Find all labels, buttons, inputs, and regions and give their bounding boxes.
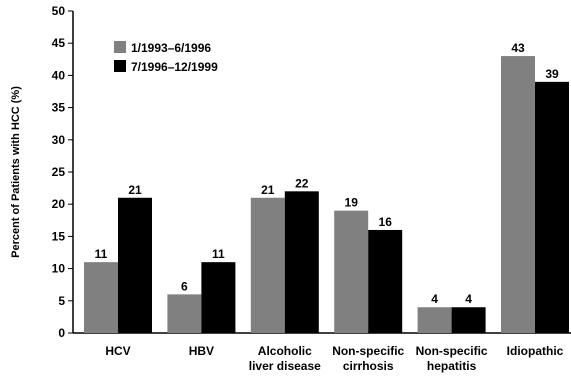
y-axis-title-group: Percent of Patients with HCC (%) bbox=[10, 86, 22, 258]
data-label: 4 bbox=[465, 292, 472, 306]
data-label: 11 bbox=[212, 247, 225, 261]
bar-series2 bbox=[284, 191, 319, 333]
data-label: 11 bbox=[95, 247, 108, 261]
data-label: 43 bbox=[511, 41, 525, 55]
category-label: Alcoholic liver disease bbox=[249, 344, 321, 373]
y-tick-label: 50 bbox=[52, 4, 66, 18]
y-tick-label: 5 bbox=[58, 294, 65, 308]
data-label: 6 bbox=[181, 279, 188, 293]
category-label: Idiopathic bbox=[507, 344, 564, 358]
bar-series1 bbox=[417, 307, 452, 333]
bar-series2 bbox=[201, 262, 236, 333]
y-tick-label: 0 bbox=[58, 326, 65, 340]
y-tick-label: 25 bbox=[52, 165, 66, 179]
data-label: 22 bbox=[295, 176, 309, 190]
category-label: Non-specific hepatitis bbox=[416, 344, 488, 373]
legend-label: 1/1993–6/1996 bbox=[131, 41, 211, 55]
data-label: 21 bbox=[128, 183, 142, 197]
y-tick-label: 40 bbox=[52, 68, 66, 82]
y-tick-label: 35 bbox=[52, 101, 66, 115]
bar-series1 bbox=[250, 197, 285, 333]
bar-series1 bbox=[501, 56, 535, 334]
data-label: 4 bbox=[431, 292, 438, 306]
data-label: 21 bbox=[261, 183, 275, 197]
bar-series2 bbox=[535, 81, 569, 333]
legend-swatch bbox=[114, 41, 126, 53]
category-label: Non-specific cirrhosis bbox=[332, 344, 404, 373]
y-ticks: 0 5 10 15 20 25 30 35 40 45 50 bbox=[52, 4, 73, 340]
bars bbox=[84, 56, 569, 334]
bar-series2 bbox=[118, 197, 152, 333]
y-tick-label: 30 bbox=[52, 133, 66, 147]
legend: 1/1993–6/1996 7/1996–12/1999 bbox=[114, 41, 218, 74]
data-label: 39 bbox=[545, 67, 559, 81]
category-labels: HCV HBV Alcoholic liver disease Non-specific… bbox=[105, 344, 563, 373]
y-tick-label: 20 bbox=[52, 197, 66, 211]
legend-label: 7/1996–12/1999 bbox=[131, 60, 218, 74]
y-tick-label: 15 bbox=[52, 229, 66, 243]
y-tick-label: 45 bbox=[52, 36, 66, 50]
data-labels: 11 21 6 11 21 22 19 16 4 4 43 39 bbox=[95, 41, 559, 306]
category-label: HBV bbox=[189, 344, 214, 358]
y-tick-label: 10 bbox=[52, 262, 66, 276]
data-label: 16 bbox=[379, 215, 393, 229]
bar-series1 bbox=[84, 262, 118, 333]
bar-series2 bbox=[368, 229, 403, 333]
bar-series1 bbox=[167, 294, 202, 333]
category-label: HCV bbox=[105, 344, 130, 358]
legend-swatch bbox=[114, 60, 126, 72]
data-label: 19 bbox=[345, 196, 359, 210]
bar-series1 bbox=[334, 210, 369, 333]
y-axis-title: Percent of Patients with HCC (%) bbox=[10, 86, 22, 258]
bar-series2 bbox=[451, 307, 486, 333]
